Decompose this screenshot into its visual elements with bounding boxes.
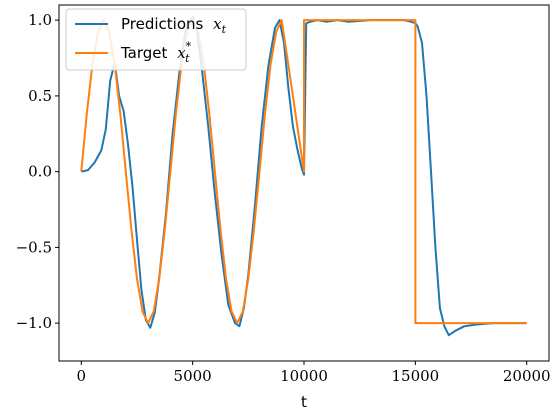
x-axis-label: t bbox=[301, 393, 307, 411]
y-tick-label: −0.5 bbox=[16, 238, 52, 256]
y-tick-label: 1.0 bbox=[28, 11, 52, 29]
x-tick-label: 15000 bbox=[392, 367, 440, 385]
series-line-0 bbox=[81, 16, 527, 337]
y-tick-label: 0.0 bbox=[28, 163, 52, 181]
y-tick-label: −1.0 bbox=[16, 314, 52, 332]
legend-entry-predictions: Predictions xt bbox=[121, 15, 227, 36]
x-tick-label: 20000 bbox=[503, 367, 551, 385]
legend-entry-target: Target x* t bbox=[120, 40, 192, 65]
legend-box bbox=[65, 8, 247, 71]
x-tick-label: 10000 bbox=[280, 367, 328, 385]
x-axis: 0 5000 10000 15000 20000 bbox=[76, 361, 551, 385]
x-tick-label: 0 bbox=[76, 367, 86, 385]
legend: Predictions xt Target x* t bbox=[65, 8, 247, 71]
y-tick-label: 0.5 bbox=[28, 87, 52, 105]
y-axis: −1.0 −0.5 0.0 0.5 1.0 bbox=[16, 11, 59, 332]
x-tick-label: 5000 bbox=[174, 367, 212, 385]
